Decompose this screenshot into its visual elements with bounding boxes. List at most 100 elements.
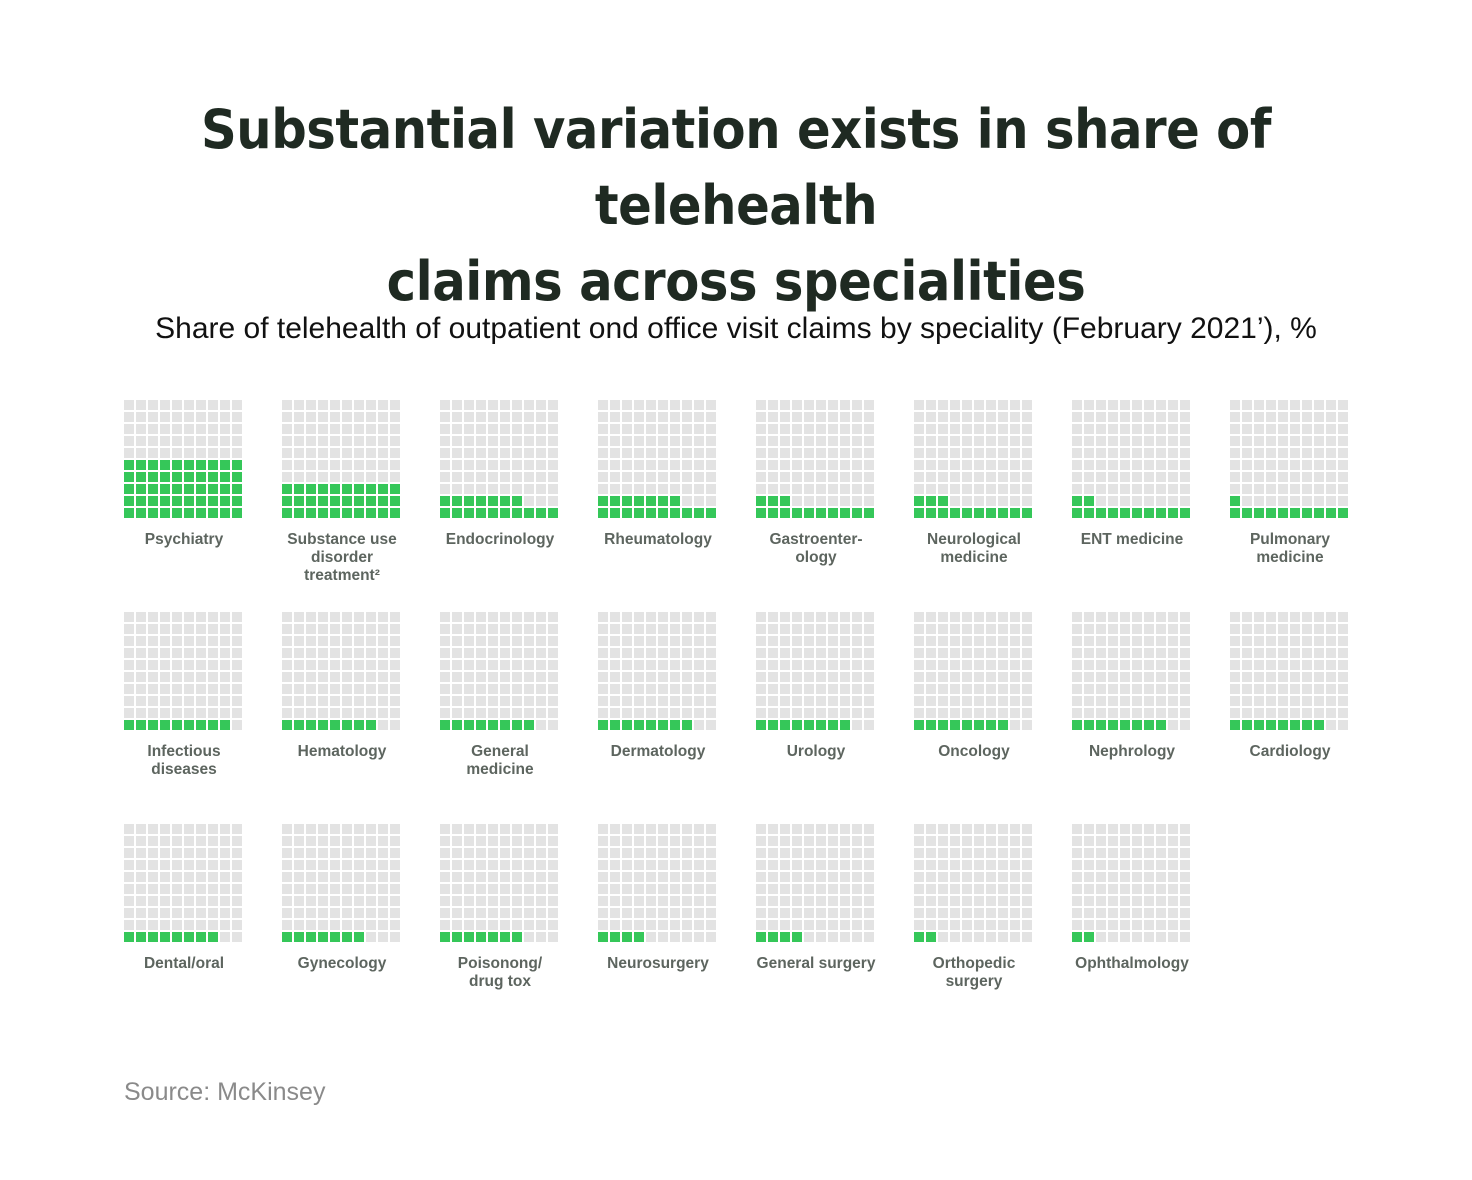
waffle-cell-filled <box>124 496 134 506</box>
waffle-cell-empty <box>1254 612 1264 622</box>
waffle-cell-empty <box>1108 708 1118 718</box>
waffle-cell-empty <box>294 448 304 458</box>
waffle-cell-filled <box>208 720 218 730</box>
waffle-cell-empty <box>998 708 1008 718</box>
waffle-cell-empty <box>1242 448 1252 458</box>
waffle-cell-empty <box>1072 908 1082 918</box>
waffle-cell-empty <box>1120 920 1130 930</box>
waffle-cell-empty <box>184 908 194 918</box>
waffle-cell-empty <box>464 484 474 494</box>
waffle-cell-empty <box>1120 896 1130 906</box>
waffle-cell-empty <box>706 824 716 834</box>
waffle-cell-empty <box>598 860 608 870</box>
waffle-cell-empty <box>208 884 218 894</box>
waffle-cell-empty <box>852 400 862 410</box>
waffle-cell-empty <box>816 860 826 870</box>
waffle-cell-empty <box>160 648 170 658</box>
waffle-cell-filled <box>160 460 170 470</box>
waffle-cell-empty <box>220 884 230 894</box>
waffle-cell-filled <box>1084 932 1094 942</box>
waffle-cell-empty <box>682 648 692 658</box>
waffle-cell-empty <box>792 436 802 446</box>
waffle-cell-empty <box>160 412 170 422</box>
waffle-cell-empty <box>196 448 206 458</box>
waffle-cell-empty <box>864 824 874 834</box>
waffle-cell-empty <box>768 648 778 658</box>
waffle-cell-empty <box>1120 824 1130 834</box>
waffle-cell-empty <box>950 848 960 858</box>
waffle-cell-filled <box>124 460 134 470</box>
waffle-cell-empty <box>160 848 170 858</box>
waffle-cell-empty <box>828 920 838 930</box>
waffle-cell-empty <box>282 660 292 670</box>
waffle-cell-empty <box>1108 412 1118 422</box>
waffle-cell-empty <box>1120 660 1130 670</box>
waffle-cell-empty <box>232 932 242 942</box>
waffle-cell-empty <box>378 696 388 706</box>
waffle-cell-empty <box>670 848 680 858</box>
waffle-cell-empty <box>294 884 304 894</box>
waffle-cell-empty <box>354 672 364 682</box>
waffle-cell-empty <box>390 460 400 470</box>
waffle-cell-empty <box>1072 708 1082 718</box>
waffle-cell-empty <box>1084 460 1094 470</box>
waffle-label: Infectious diseases <box>147 743 221 778</box>
waffle-cell-empty <box>1084 636 1094 646</box>
waffle-cell-empty <box>598 920 608 930</box>
waffle-cell-empty <box>998 496 1008 506</box>
waffle-cell-empty <box>1132 436 1142 446</box>
waffle-cell-empty <box>208 424 218 434</box>
waffle-cell-empty <box>1120 412 1130 422</box>
waffle-cell-empty <box>706 636 716 646</box>
waffle-cell-empty <box>1302 648 1312 658</box>
waffle-cell-empty <box>172 412 182 422</box>
waffle-cell-empty <box>962 684 972 694</box>
waffle-cell-empty <box>634 848 644 858</box>
waffle-cell-empty <box>136 884 146 894</box>
waffle-cell-empty <box>294 824 304 834</box>
waffle-cell-filled <box>342 508 352 518</box>
waffle-cell-empty <box>1096 872 1106 882</box>
waffle-cell-empty <box>476 436 486 446</box>
waffle-cell-empty <box>816 460 826 470</box>
waffle-cell-filled <box>598 508 608 518</box>
waffle-cell-empty <box>1072 624 1082 634</box>
waffle-cell-empty <box>694 708 704 718</box>
waffle-cell-empty <box>1144 708 1154 718</box>
waffle-cell-empty <box>342 424 352 434</box>
waffle-cell-empty <box>1326 672 1336 682</box>
waffle-cell-empty <box>1290 636 1300 646</box>
waffle-cell-empty <box>658 436 668 446</box>
waffle-cell-empty <box>950 624 960 634</box>
waffle-cell-empty <box>1242 400 1252 410</box>
waffle-cell-empty <box>598 448 608 458</box>
waffle-cell-empty <box>914 660 924 670</box>
waffle-cell-empty <box>488 708 498 718</box>
waffle-grid <box>282 400 402 520</box>
waffle-cell-filled <box>926 496 936 506</box>
waffle-cell-filled <box>938 720 948 730</box>
waffle-cell-empty <box>986 636 996 646</box>
waffle-cell-empty <box>1096 424 1106 434</box>
waffle-cell-empty <box>1108 884 1118 894</box>
waffle-cell-empty <box>694 672 704 682</box>
waffle-cell-empty <box>1302 460 1312 470</box>
waffle-cell-empty <box>342 908 352 918</box>
waffle-cell-empty <box>500 400 510 410</box>
waffle-cell-empty <box>974 908 984 918</box>
waffle-cell-empty <box>670 612 680 622</box>
waffle-cell-empty <box>1072 472 1082 482</box>
waffle-cell-empty <box>1278 684 1288 694</box>
waffle-cell-empty <box>524 412 534 422</box>
waffle-cell-empty <box>962 424 972 434</box>
waffle-cell-empty <box>354 412 364 422</box>
waffle-cell-empty <box>914 472 924 482</box>
waffle-cell-empty <box>1144 896 1154 906</box>
waffle-cell-empty <box>1168 660 1178 670</box>
waffle-cell-empty <box>488 460 498 470</box>
waffle-cell-empty <box>622 436 632 446</box>
waffle-cell-empty <box>1338 648 1348 658</box>
waffle-cell-empty <box>1266 424 1276 434</box>
waffle-cell-empty <box>706 672 716 682</box>
waffle-cell-filled <box>658 508 668 518</box>
